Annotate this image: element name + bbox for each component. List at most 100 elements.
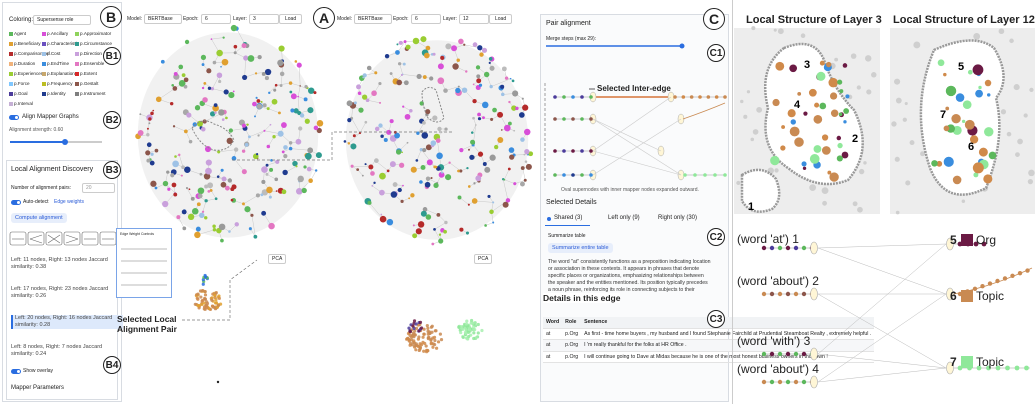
- graph-node: [500, 129, 503, 131]
- projection-select[interactable]: PCA: [268, 254, 287, 264]
- icon[interactable]: [81, 231, 99, 246]
- divider: [732, 0, 733, 404]
- alignment-item[interactable]: Local Alignment 9Left: 11 nodes, Right: …: [11, 257, 119, 271]
- projection-point: [201, 282, 205, 286]
- alignment-item[interactable]: Local Alignment 19Left: 8 nodes, Right: …: [11, 344, 119, 358]
- alignment-item[interactable]: Local Alignment 14Left: 20 nodes, Right:…: [11, 315, 123, 329]
- chain-node: [571, 149, 575, 153]
- graph-node: [494, 144, 499, 150]
- summarize-button[interactable]: Summarize entire table: [548, 243, 613, 253]
- icon[interactable]: [27, 231, 45, 246]
- structure-node: [772, 98, 780, 107]
- graph-edge: [206, 198, 217, 202]
- structure-number: 6: [950, 289, 957, 303]
- strength-slider[interactable]: [7, 137, 107, 147]
- toggle[interactable]: [11, 200, 21, 205]
- graph-node: [216, 49, 223, 57]
- alignment-item[interactable]: Local Alignment 2Left: 17 nodes, Right: …: [11, 286, 119, 300]
- supernode: [946, 361, 954, 375]
- tab[interactable]: Left only (9): [608, 215, 640, 221]
- graph-node: [347, 142, 351, 145]
- graph-node: [379, 215, 387, 223]
- graph-node: [313, 91, 317, 95]
- compute-button[interactable]: Compute alignment: [11, 213, 67, 223]
- graph-node: [402, 105, 405, 108]
- graph-node: [497, 137, 504, 143]
- tab[interactable]: Right only (30): [658, 215, 698, 221]
- load-button[interactable]: Load: [279, 14, 303, 24]
- toolbar-select[interactable]: 3: [249, 14, 279, 24]
- badge: B2: [103, 111, 121, 129]
- toggle[interactable]: [9, 115, 19, 120]
- coloring-select[interactable]: Supersense role: [33, 15, 91, 25]
- projection-point: [473, 328, 477, 332]
- icon[interactable]: [99, 231, 117, 246]
- graph-edge: [445, 86, 459, 91]
- graph-node: [148, 122, 151, 125]
- popup-sliders: [121, 248, 167, 286]
- graph-node: [423, 52, 430, 59]
- bg-node: [822, 200, 828, 206]
- graph-node: [252, 101, 257, 107]
- graph-node: [304, 118, 310, 124]
- tab[interactable]: Shared (3): [554, 215, 583, 221]
- graph-node: [472, 98, 477, 104]
- structure-node: [813, 115, 823, 124]
- graph-node: [371, 185, 374, 187]
- graph-node: [489, 65, 495, 71]
- graph-node: [166, 170, 170, 174]
- projection-point: [216, 303, 221, 308]
- merge-slider[interactable]: [544, 42, 728, 50]
- mapper-parameters[interactable]: Mapper Parameters: [11, 385, 65, 391]
- graph-node: [416, 131, 420, 135]
- projection-select[interactable]: PCA: [474, 254, 493, 264]
- graph-node: [524, 160, 528, 163]
- edge-weights-link[interactable]: Edge weights: [54, 199, 85, 205]
- graph-node: [438, 233, 442, 236]
- inter-edge: [817, 243, 947, 355]
- slider-thumb[interactable]: [679, 43, 685, 49]
- graph-node: [443, 229, 447, 234]
- graph-node: [350, 143, 357, 150]
- toolbar-select[interactable]: 12: [459, 14, 489, 24]
- toolbar-select[interactable]: BERTBase: [354, 14, 392, 24]
- load-button[interactable]: Load: [489, 14, 513, 24]
- graph-node: [204, 145, 212, 153]
- chain-node: [761, 351, 767, 357]
- graph-node: [509, 154, 515, 160]
- graph-node: [358, 107, 364, 113]
- toggle[interactable]: [11, 369, 21, 374]
- bg-node: [774, 168, 779, 173]
- graph-node: [315, 152, 322, 159]
- icon[interactable]: [9, 231, 27, 246]
- graph-node: [294, 60, 298, 63]
- graph-node: [207, 182, 214, 189]
- toolbar-select[interactable]: 6: [411, 14, 441, 24]
- toolbar-select[interactable]: 6: [201, 14, 231, 24]
- slider-thumb[interactable]: [62, 139, 68, 145]
- graph-node: [307, 107, 314, 114]
- graph-node: [527, 153, 529, 156]
- chain-node: [589, 117, 593, 121]
- graph-node: [277, 130, 284, 137]
- icon[interactable]: [45, 231, 63, 246]
- projection-point: [467, 334, 471, 339]
- pairs-input[interactable]: 20: [82, 183, 115, 193]
- graph-node: [479, 52, 484, 57]
- graph-node: [520, 137, 525, 142]
- region-number: 2: [852, 133, 858, 145]
- bg-node: [1017, 138, 1023, 145]
- projection-point: [412, 326, 416, 331]
- supernode: [810, 375, 818, 389]
- graph-node: [415, 159, 419, 162]
- icon[interactable]: [63, 231, 81, 246]
- toolbar-select[interactable]: BERTBase: [144, 14, 182, 24]
- legend-swatch: [42, 61, 46, 66]
- table-cell: at: [543, 328, 563, 340]
- graph-node: [241, 149, 246, 153]
- legend-item: p.Frequency: [42, 81, 73, 86]
- graph-node: [467, 203, 470, 206]
- graph-node: [274, 177, 279, 182]
- graph-node: [431, 242, 435, 246]
- tab-underline: [545, 225, 590, 226]
